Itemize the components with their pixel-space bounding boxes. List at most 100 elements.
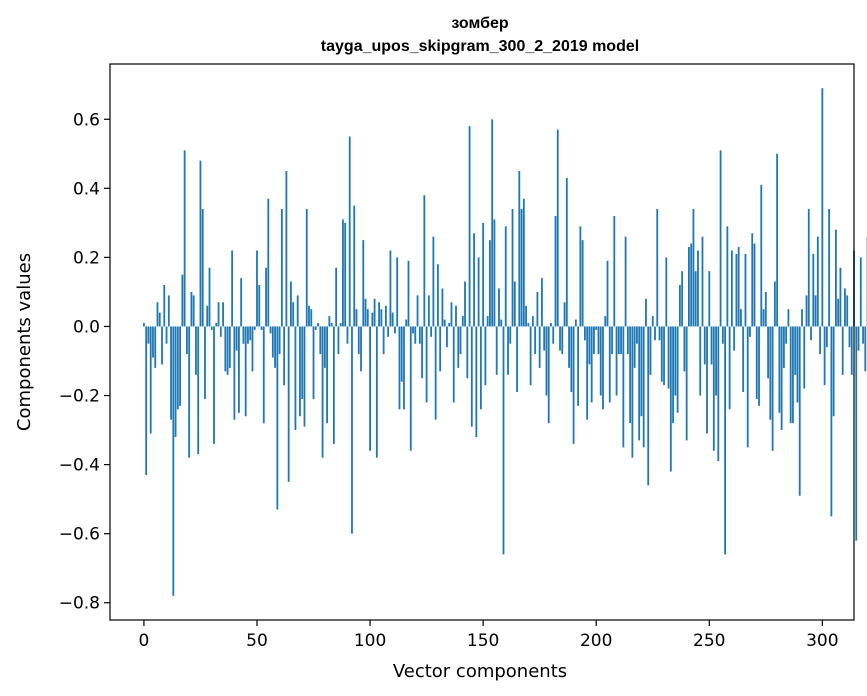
bar-component-191 xyxy=(574,319,577,327)
bar-component-154 xyxy=(491,119,494,327)
bar-component-98 xyxy=(364,298,367,327)
bar-component-87 xyxy=(339,323,342,327)
bar-component-187 xyxy=(565,177,568,327)
bar-component-15 xyxy=(176,326,179,410)
y-tick-label: −0.6 xyxy=(59,525,100,545)
bar-component-66 xyxy=(292,302,295,327)
bar-component-151 xyxy=(484,326,487,386)
bar-component-134 xyxy=(446,326,448,348)
bar-component-230 xyxy=(663,326,665,386)
bar-component-267 xyxy=(746,326,749,448)
bar-component-5 xyxy=(154,326,157,368)
x-tick-label: 100 xyxy=(354,631,386,651)
x-tick-label: 250 xyxy=(693,631,725,651)
bar-component-76 xyxy=(314,326,317,330)
bar-component-256 xyxy=(721,326,724,344)
bar-component-7 xyxy=(158,312,161,327)
bar-component-118 xyxy=(409,326,412,451)
y-axis-label: Components values xyxy=(14,253,35,431)
bar-component-83 xyxy=(330,323,333,327)
bar-component-219 xyxy=(638,326,641,441)
x-tick-label: 200 xyxy=(580,631,612,651)
bar-component-111 xyxy=(394,326,396,334)
y-tick-label: 0.6 xyxy=(73,110,100,130)
bar-component-106 xyxy=(382,326,385,355)
bar-component-143 xyxy=(466,326,469,379)
bar-component-176 xyxy=(541,278,543,327)
bar-component-84 xyxy=(332,326,335,444)
bar-component-82 xyxy=(328,316,331,327)
bar-component-220 xyxy=(640,326,643,417)
bar-component-268 xyxy=(749,326,751,337)
bar-component-264 xyxy=(740,309,742,327)
bar-component-141 xyxy=(461,316,464,327)
bar-component-250 xyxy=(708,271,711,327)
bar-component-208 xyxy=(613,215,616,327)
bar-component-173 xyxy=(534,326,537,355)
bar-component-75 xyxy=(312,326,315,399)
bar-component-171 xyxy=(529,326,532,386)
bar-component-249 xyxy=(706,326,708,434)
bar-component-282 xyxy=(780,326,783,431)
bar-component-52 xyxy=(260,326,263,330)
bar-component-38 xyxy=(228,326,231,368)
bar-component-62 xyxy=(283,326,286,386)
bar-component-39 xyxy=(231,250,234,327)
bar-component-1 xyxy=(145,326,148,475)
bar-component-126 xyxy=(427,295,430,327)
bar-component-19 xyxy=(185,326,188,355)
bar-component-278 xyxy=(771,326,774,451)
bar-component-181 xyxy=(552,326,555,344)
bar-component-103 xyxy=(375,326,378,458)
bar-component-42 xyxy=(238,326,240,413)
y-tick-label: −0.4 xyxy=(59,456,100,476)
bar-component-68 xyxy=(296,295,299,327)
bar-component-64 xyxy=(287,326,290,482)
bar-component-202 xyxy=(599,326,602,396)
bar-component-65 xyxy=(290,281,292,327)
bar-component-180 xyxy=(550,323,552,327)
bar-component-29 xyxy=(208,267,211,327)
bar-component-146 xyxy=(473,233,475,327)
bar-component-69 xyxy=(299,326,301,417)
bar-component-34 xyxy=(219,326,222,337)
bar-component-227 xyxy=(656,209,659,327)
bar-component-213 xyxy=(624,236,627,327)
bar-component-2 xyxy=(147,326,150,344)
bar-component-274 xyxy=(762,309,765,327)
bar-component-168 xyxy=(522,198,525,327)
bar-component-283 xyxy=(782,326,785,368)
bar-component-162 xyxy=(509,326,512,344)
bar-component-93 xyxy=(353,205,356,327)
bar-component-18 xyxy=(183,150,186,327)
bar-component-54 xyxy=(265,267,267,327)
bar-component-304 xyxy=(830,326,833,517)
bar-component-303 xyxy=(828,209,831,327)
bar-component-276 xyxy=(767,326,769,379)
bar-component-186 xyxy=(563,302,566,327)
bar-component-195 xyxy=(583,326,586,341)
bar-component-210 xyxy=(617,326,620,355)
bar-component-45 xyxy=(244,326,247,417)
bar-component-10 xyxy=(165,326,168,344)
bar-component-127 xyxy=(430,326,433,337)
bar-component-86 xyxy=(337,326,340,355)
bar-component-55 xyxy=(267,198,270,327)
bar-component-199 xyxy=(593,326,595,355)
y-tick-label: −0.2 xyxy=(59,387,100,407)
bar-component-293 xyxy=(805,295,808,327)
bar-component-150 xyxy=(482,222,485,327)
bar-component-163 xyxy=(511,209,514,327)
bar-component-287 xyxy=(792,326,794,424)
bar-component-100 xyxy=(369,326,371,451)
bar-component-71 xyxy=(303,326,306,427)
bar-component-270 xyxy=(753,243,756,327)
bar-component-101 xyxy=(371,312,374,327)
y-tick-label: 0.4 xyxy=(73,179,100,199)
bar-component-166 xyxy=(518,171,521,327)
bar-component-157 xyxy=(498,288,500,327)
bar-component-130 xyxy=(437,264,439,327)
bar-component-252 xyxy=(712,326,715,451)
bar-component-197 xyxy=(588,326,591,365)
bar-component-88 xyxy=(342,219,344,327)
